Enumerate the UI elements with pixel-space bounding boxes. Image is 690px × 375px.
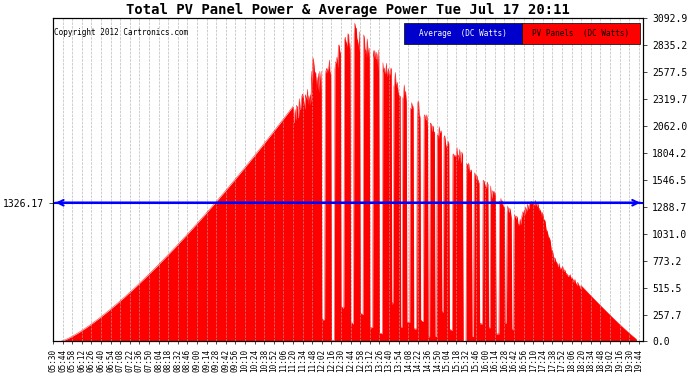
Text: Average  (DC Watts): Average (DC Watts)	[419, 29, 507, 38]
FancyBboxPatch shape	[404, 23, 522, 44]
Title: Total PV Panel Power & Average Power Tue Jul 17 20:11: Total PV Panel Power & Average Power Tue…	[126, 3, 570, 17]
Text: PV Panels  (DC Watts): PV Panels (DC Watts)	[533, 29, 629, 38]
FancyBboxPatch shape	[522, 23, 640, 44]
Text: Copyright 2012 Cartronics.com: Copyright 2012 Cartronics.com	[54, 28, 188, 37]
